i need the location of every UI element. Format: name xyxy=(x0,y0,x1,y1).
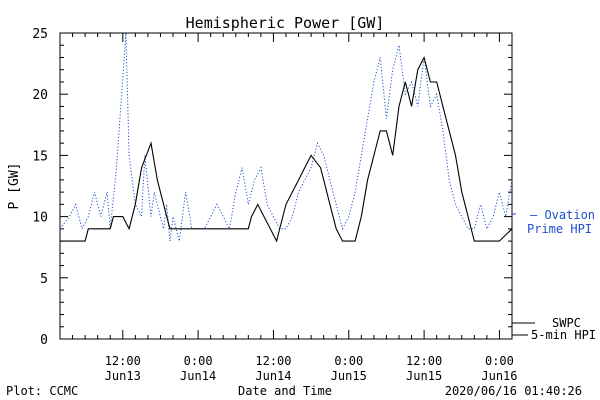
chart-title: Hemispheric Power [GW] xyxy=(186,14,385,32)
x-tick-time-label: 12:00 xyxy=(255,354,291,368)
legend-swpc-line2: 5-min HPI xyxy=(531,328,596,342)
y-tick-label: 20 xyxy=(32,88,48,103)
x-tick-date-label: Jun15 xyxy=(406,369,442,383)
x-axis-ticks: 12:00Jun130:00Jun1412:00Jun140:00Jun1512… xyxy=(59,33,518,383)
x-tick-time-label: 0:00 xyxy=(485,354,514,368)
plot-credit: Plot: CCMC xyxy=(6,384,78,398)
x-axis-label: Date and Time xyxy=(238,384,332,398)
y-tick-label: 0 xyxy=(40,333,48,348)
x-tick-time-label: 12:00 xyxy=(105,354,141,368)
y-axis-ticks: 0 5 10 15 20 25 xyxy=(32,27,512,348)
legend-swpc: SWPC 5-min HPI xyxy=(512,316,596,342)
legend-ovation-line2: Prime HPI xyxy=(527,222,592,236)
y-axis-label: P [GW] xyxy=(7,163,22,210)
y-tick-label: 5 xyxy=(40,272,48,287)
legend-swpc-line1: SWPC xyxy=(552,316,581,330)
y-tick-label: 25 xyxy=(32,27,48,42)
x-tick-date-label: Jun15 xyxy=(331,369,367,383)
y-tick-label: 15 xyxy=(32,149,48,164)
plot-timestamp: 2020/06/16 01:40:26 xyxy=(445,384,582,398)
x-tick-date-label: Jun14 xyxy=(255,369,291,383)
legend-ovation: — Ovation Prime HPI xyxy=(512,208,595,236)
legend-ovation-line1: — Ovation xyxy=(530,208,595,222)
x-tick-date-label: Jun13 xyxy=(105,369,141,383)
swpc-hpi-line xyxy=(60,55,513,243)
ovation-prime-line xyxy=(59,32,513,242)
y-tick-label: 10 xyxy=(32,211,48,226)
x-tick-date-label: Jun14 xyxy=(180,369,216,383)
x-tick-time-label: 0:00 xyxy=(334,354,363,368)
x-tick-date-label: Jun16 xyxy=(481,369,517,383)
x-tick-time-label: 12:00 xyxy=(406,354,442,368)
x-tick-time-label: 0:00 xyxy=(184,354,213,368)
plot-frame xyxy=(59,32,513,340)
